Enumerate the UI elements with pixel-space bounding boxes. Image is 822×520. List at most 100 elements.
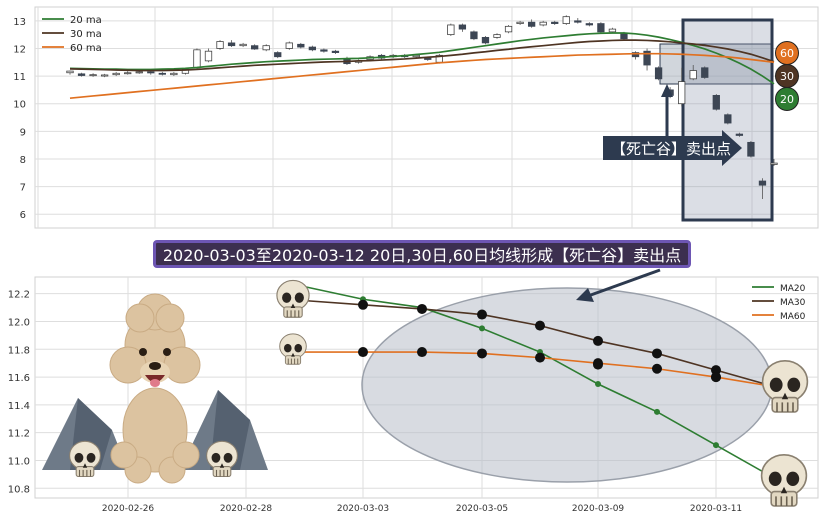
x-tick-label: 2020-03-09 (572, 504, 625, 514)
candle (747, 141, 755, 157)
candle (758, 180, 767, 186)
skull-eye (294, 292, 304, 303)
candle (320, 49, 328, 52)
skull-eye (86, 452, 96, 463)
y-tick-label: 12.2 (8, 290, 30, 301)
skull-jaw (771, 396, 799, 413)
candle (527, 21, 536, 27)
candle (308, 46, 317, 51)
skull-nose (82, 463, 88, 468)
ma30-badge: 30 (775, 64, 799, 88)
y-tick-label: 9 (20, 127, 26, 138)
dog-illustration (109, 293, 201, 484)
skull-jaw (283, 306, 303, 318)
pointer-arrow-head (576, 288, 594, 302)
skull-eye (223, 452, 233, 463)
cross-marker (711, 365, 721, 376)
candle (89, 74, 97, 77)
legend-label: MA30 (780, 298, 806, 308)
dog-paw (172, 441, 200, 469)
skull-icon (206, 440, 238, 478)
candle (470, 31, 478, 40)
y-tick-label: 12.0 (8, 317, 30, 328)
pointer-arrow-shaft (587, 268, 661, 298)
cross-marker (593, 335, 603, 346)
ma-line-30-ma (69, 39, 775, 72)
point-ma20 (479, 325, 485, 332)
candle (424, 57, 432, 60)
y-tick-label: 12 (13, 44, 26, 55)
skull-eye (282, 292, 292, 303)
candle (678, 81, 686, 105)
candle (562, 16, 570, 24)
skull-nose (219, 463, 225, 468)
cross-marker (417, 303, 427, 314)
chart-banner: 2020-03-03至2020-03-12 20日,30日,60日均线形成【死亡… (153, 240, 691, 268)
candle (170, 72, 178, 76)
ma-line-60-ma (69, 52, 775, 100)
x-tick-label: 2020-03-11 (690, 504, 742, 514)
candle (643, 50, 651, 66)
skull-nose (780, 486, 788, 494)
candle (701, 67, 709, 78)
skull-eye (74, 452, 84, 463)
skull-eye (211, 452, 221, 463)
cross-marker (477, 348, 487, 359)
skull-eye (769, 377, 783, 392)
callout-arrow (603, 130, 742, 166)
y-tick-label: 11.6 (8, 373, 30, 384)
dog-nose (149, 362, 161, 370)
candlestick-chart: 6 7 8 9 10 11 12 13 20 ma 30 ma 60 ma (13, 6, 819, 229)
skull-eye (768, 471, 782, 486)
candle (158, 72, 166, 75)
candle (216, 41, 224, 49)
dog-mouth (145, 375, 165, 383)
skull-icon (760, 453, 808, 507)
y-tick-label: 13 (13, 17, 26, 28)
dog-tongue (150, 379, 160, 387)
candle (100, 74, 109, 77)
skull-icon (279, 333, 307, 365)
legend-label: 60 ma (70, 43, 102, 54)
candle (193, 49, 201, 69)
candle (712, 95, 720, 110)
highlight-ellipse (361, 287, 773, 483)
up-arrow-head (661, 84, 673, 97)
candle (574, 20, 582, 23)
legend-label: 30 ma (70, 29, 102, 40)
cross-marker (652, 348, 662, 359)
skull-eye (786, 471, 800, 486)
dog-fur (155, 303, 185, 333)
ma-line-20-ma (69, 32, 775, 85)
skull-eye (787, 377, 801, 392)
candle (77, 73, 86, 76)
ma20-badge: 20 (775, 87, 799, 111)
candle (735, 133, 744, 136)
candle (227, 42, 236, 47)
ma60-badge: 60 (775, 41, 799, 65)
cross-marker (535, 352, 545, 363)
legend-label: MA60 (780, 312, 806, 322)
candle (274, 52, 282, 58)
skull-icon (761, 359, 809, 413)
y-tick-label: 11.2 (8, 429, 30, 440)
cross-marker (593, 359, 603, 370)
x-tick-label: 2020-03-03 (337, 504, 389, 514)
skull-jaw (75, 466, 95, 478)
sell-point-callout: 【死亡谷】卖出点 (611, 139, 732, 158)
candle (262, 45, 270, 51)
x-tick-label: 2020-02-26 (102, 504, 155, 514)
candle (689, 70, 697, 80)
skull-jaw (284, 355, 302, 365)
dog-eye (163, 348, 171, 356)
x-tick-label: 2020-02-28 (220, 504, 273, 514)
point-ma20 (713, 442, 719, 449)
skull-jaw (212, 466, 232, 478)
candle (585, 23, 593, 26)
cross-zone (659, 43, 774, 85)
x-tick-label: 2020-03-05 (456, 504, 508, 514)
candle (631, 52, 640, 58)
candle (724, 114, 732, 124)
cross-marker (535, 320, 545, 331)
